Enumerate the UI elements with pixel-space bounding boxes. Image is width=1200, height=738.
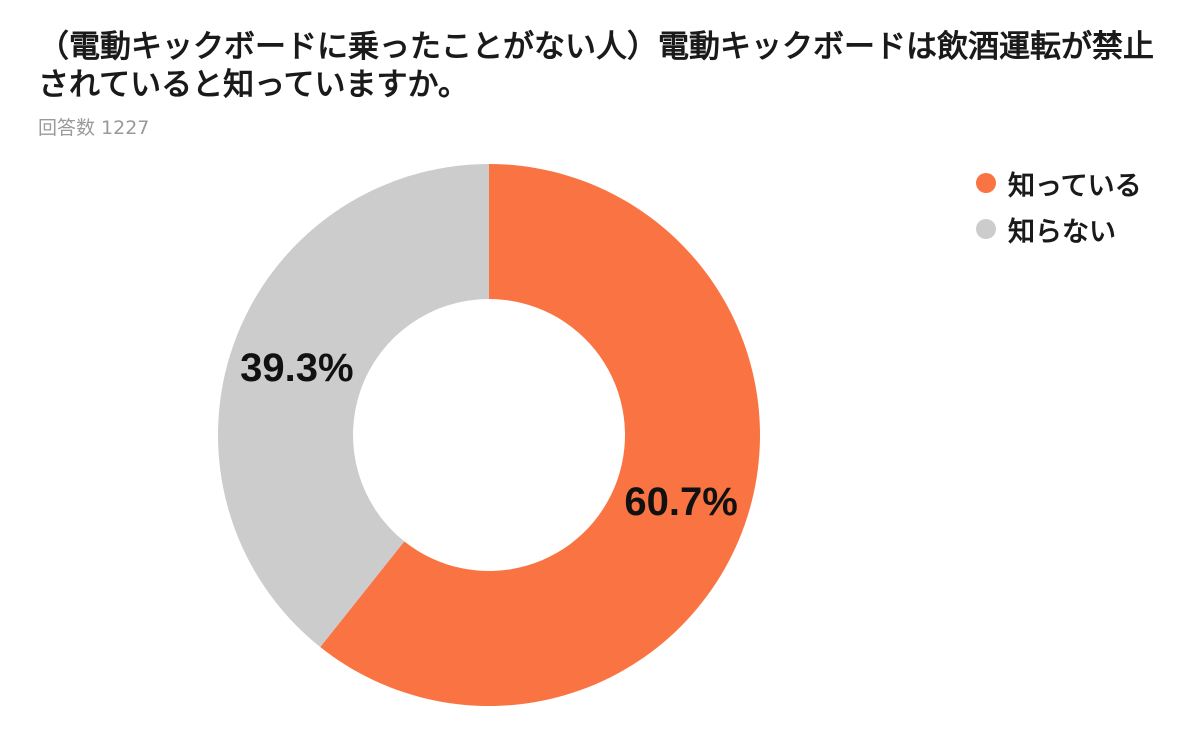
chart-title: （電動キックボードに乗ったことがない人）電動キックボードは飲酒運転が禁止されてい…	[38, 29, 1154, 103]
legend-label-unknown: 知らない	[1008, 216, 1116, 248]
legend-item-unknown: 知らない	[976, 206, 1142, 252]
legend-marker-known	[976, 173, 996, 193]
legend-item-known: 知っている	[976, 160, 1142, 206]
donut-slices	[218, 164, 761, 706]
legend-label-known: 知っている	[1008, 170, 1142, 202]
slice-known	[320, 164, 761, 706]
legend-marker-unknown	[976, 219, 996, 239]
slice-unknown	[218, 164, 489, 648]
label-known: 60.7%	[624, 480, 737, 524]
slice-labels: 60.7% 39.3%	[240, 346, 738, 524]
response-count: 回答数 1227	[38, 117, 150, 139]
label-unknown: 39.3%	[240, 346, 353, 390]
legend: 知っている 知らない	[976, 160, 1142, 252]
